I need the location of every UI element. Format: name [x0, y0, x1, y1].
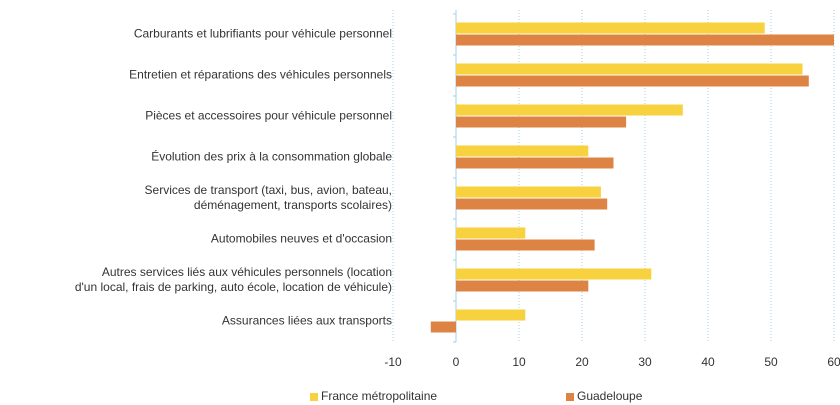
y-tick-label: Pièces et accessoires pour véhicule pers… — [145, 109, 392, 123]
bar — [456, 198, 608, 210]
bar — [456, 239, 595, 251]
x-tick-label: 60 — [827, 355, 840, 369]
x-tick-label: 10 — [512, 355, 526, 369]
bar — [456, 22, 765, 34]
y-tick-label: Carburants et lubrifiants pour véhicule … — [134, 27, 392, 41]
y-tick-label: déménagement, transports scolaires) — [194, 198, 392, 212]
legend-swatch — [566, 393, 574, 401]
bar — [456, 268, 652, 280]
x-tick-label: 40 — [701, 355, 715, 369]
y-tick-label: Entretien et réparations des véhicules p… — [129, 68, 392, 82]
x-tick-label: 20 — [575, 355, 589, 369]
x-tick-label: 50 — [764, 355, 778, 369]
bar — [456, 116, 627, 128]
legend-label: France métropolitaine — [321, 389, 437, 403]
y-tick-label: Automobiles neuves et d'occasion — [211, 232, 392, 246]
y-tick-label: Évolution des prix à la consommation glo… — [151, 149, 392, 164]
y-tick-label: Assurances liées aux transports — [222, 314, 392, 328]
legend-label: Guadeloupe — [577, 389, 643, 403]
bar — [456, 186, 601, 198]
x-tick-label: 0 — [453, 355, 460, 369]
bar — [456, 280, 589, 292]
bar — [456, 145, 589, 157]
bar — [456, 34, 834, 46]
x-tick-label: -10 — [384, 355, 402, 369]
legend-swatch — [310, 393, 318, 401]
bar — [456, 75, 809, 87]
y-tick-label: Services de transport (taxi, bus, avion,… — [145, 183, 392, 197]
bar — [430, 321, 456, 333]
bar — [456, 104, 683, 116]
x-tick-label: 30 — [638, 355, 652, 369]
y-tick-label: Autres services liés aux véhicules perso… — [102, 265, 392, 279]
bar — [456, 227, 526, 239]
bar — [456, 157, 614, 169]
bar — [456, 309, 526, 321]
bar — [456, 63, 803, 75]
y-tick-label: d'un local, frais de parking, auto école… — [75, 280, 392, 294]
